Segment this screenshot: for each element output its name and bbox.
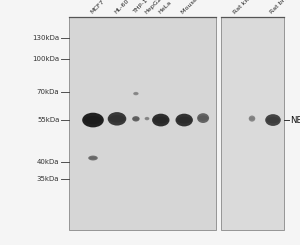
Ellipse shape: [132, 116, 140, 122]
Text: 130kDa: 130kDa: [32, 35, 59, 41]
Text: MCF7: MCF7: [89, 0, 105, 15]
Ellipse shape: [108, 112, 126, 125]
Text: NEK3: NEK3: [290, 116, 300, 124]
Ellipse shape: [249, 117, 255, 120]
Text: THP-1: THP-1: [132, 0, 149, 15]
Text: 70kDa: 70kDa: [37, 89, 59, 95]
Text: HepG2: HepG2: [143, 0, 162, 15]
Ellipse shape: [266, 117, 280, 123]
Text: Rat kidney: Rat kidney: [232, 0, 260, 15]
Ellipse shape: [88, 156, 98, 160]
Bar: [69, 17, 216, 230]
Text: 55kDa: 55kDa: [37, 117, 59, 123]
Ellipse shape: [89, 157, 97, 159]
Ellipse shape: [197, 113, 209, 123]
Ellipse shape: [145, 117, 149, 120]
Text: Mouse kidney: Mouse kidney: [181, 0, 216, 15]
Text: Rat brain: Rat brain: [269, 0, 294, 15]
Ellipse shape: [198, 115, 208, 121]
Ellipse shape: [109, 115, 125, 122]
Ellipse shape: [145, 118, 149, 120]
Ellipse shape: [152, 114, 169, 126]
Text: HeLa: HeLa: [157, 0, 172, 15]
Ellipse shape: [82, 113, 104, 127]
Ellipse shape: [265, 114, 281, 126]
Text: 40kDa: 40kDa: [37, 159, 59, 165]
Text: 100kDa: 100kDa: [32, 56, 59, 62]
Ellipse shape: [177, 117, 192, 123]
Text: HL-60: HL-60: [113, 0, 130, 15]
Text: 35kDa: 35kDa: [37, 176, 59, 182]
Ellipse shape: [134, 93, 138, 95]
Bar: [221, 17, 284, 230]
Ellipse shape: [249, 116, 255, 122]
Ellipse shape: [133, 92, 139, 95]
Ellipse shape: [133, 117, 139, 120]
Ellipse shape: [84, 116, 102, 124]
Ellipse shape: [176, 114, 193, 126]
Ellipse shape: [153, 117, 168, 123]
